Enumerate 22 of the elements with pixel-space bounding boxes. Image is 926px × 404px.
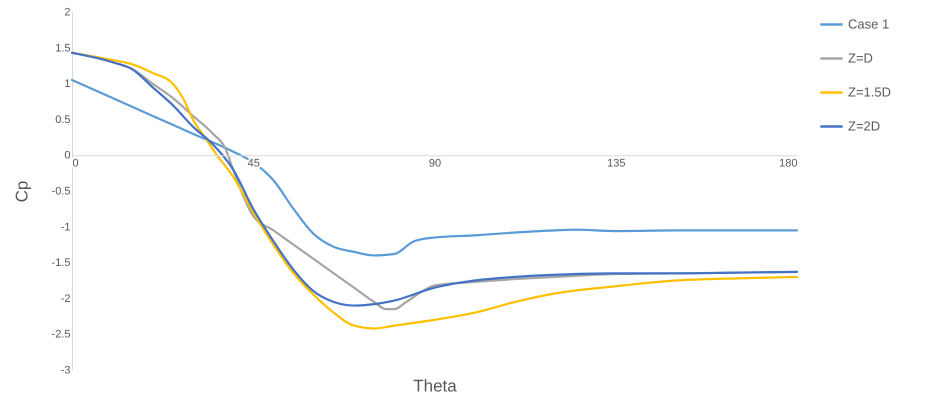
x-tick-label: 90	[428, 158, 442, 170]
y-tick-label: -3	[60, 364, 70, 376]
y-tick-label: -1.5	[52, 257, 70, 270]
y-tick-label: 0.5	[55, 114, 70, 126]
x-axis-title: Theta	[413, 376, 458, 396]
legend-label: Case 1	[848, 16, 890, 32]
y-axis-title: Cp	[12, 180, 32, 202]
line-series	[70, 78, 798, 257]
y-tick-label: 2	[64, 6, 70, 18]
y-tick-label: -2.5	[52, 328, 70, 341]
x-tick-label: 180	[779, 158, 798, 170]
x-tick-label: 0	[72, 158, 79, 170]
y-tick-label: -2	[60, 292, 70, 305]
y-tick-label: 1.5	[55, 42, 70, 54]
y-tick-label: 1	[64, 78, 70, 90]
x-tick-label: 135	[607, 158, 626, 170]
legend-label: Z=2D	[848, 118, 880, 134]
y-tick-label: -1	[60, 221, 70, 234]
y-tick-label: -0.5	[52, 186, 70, 198]
y-tick-label: 0	[64, 150, 70, 162]
legend-label: Z=1.5D	[848, 84, 891, 100]
legend-label: Z=D	[848, 50, 873, 66]
